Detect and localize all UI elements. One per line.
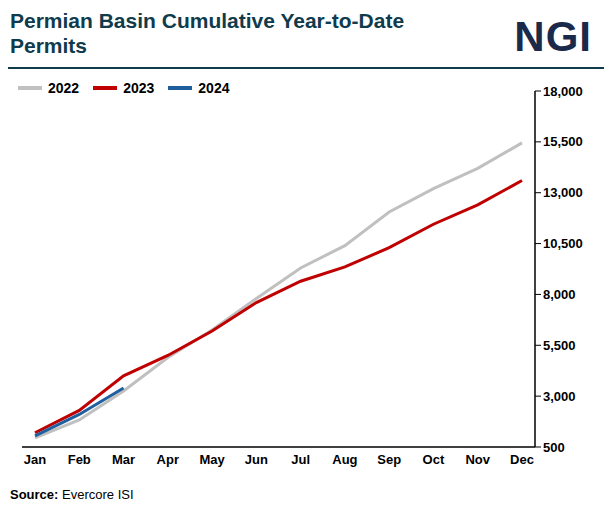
- svg-text:Dec: Dec: [510, 452, 534, 467]
- svg-text:13,000: 13,000: [543, 185, 583, 200]
- html-text:Permian Basin Cumulative Year-: Permian Basin Cumulative Year-to-Date Pe…: [10, 9, 405, 57]
- svg-text:Nov: Nov: [465, 452, 490, 467]
- svg-text:5,500: 5,500: [543, 338, 576, 353]
- html-text:NGI: NGI: [514, 13, 592, 60]
- html-text:2024: 2024: [198, 80, 230, 96]
- svg-text:8,000: 8,000: [543, 287, 576, 302]
- svg-text:Apr: Apr: [157, 452, 179, 467]
- svg-text:Sep: Sep: [377, 452, 401, 467]
- svg-text:Jun: Jun: [245, 452, 268, 467]
- svg-text:Oct: Oct: [423, 452, 445, 467]
- svg-text:May: May: [199, 452, 225, 467]
- svg-text:500: 500: [543, 440, 565, 455]
- svg-text:Aug: Aug: [332, 452, 357, 467]
- svg-text:10,500: 10,500: [543, 236, 583, 251]
- svg-text:18,000: 18,000: [543, 84, 583, 99]
- svg-text:Jul: Jul: [291, 452, 310, 467]
- svg-text:15,500: 15,500: [543, 134, 583, 149]
- html-text:2022: 2022: [48, 80, 80, 96]
- svg-text:Mar: Mar: [112, 452, 135, 467]
- html-text:2023: 2023: [123, 80, 155, 96]
- html-text:Source: Evercore ISI: Source: Evercore ISI: [10, 487, 134, 502]
- svg-text:Feb: Feb: [68, 452, 91, 467]
- svg-text:3,000: 3,000: [543, 389, 576, 404]
- svg-text:Jan: Jan: [24, 452, 46, 467]
